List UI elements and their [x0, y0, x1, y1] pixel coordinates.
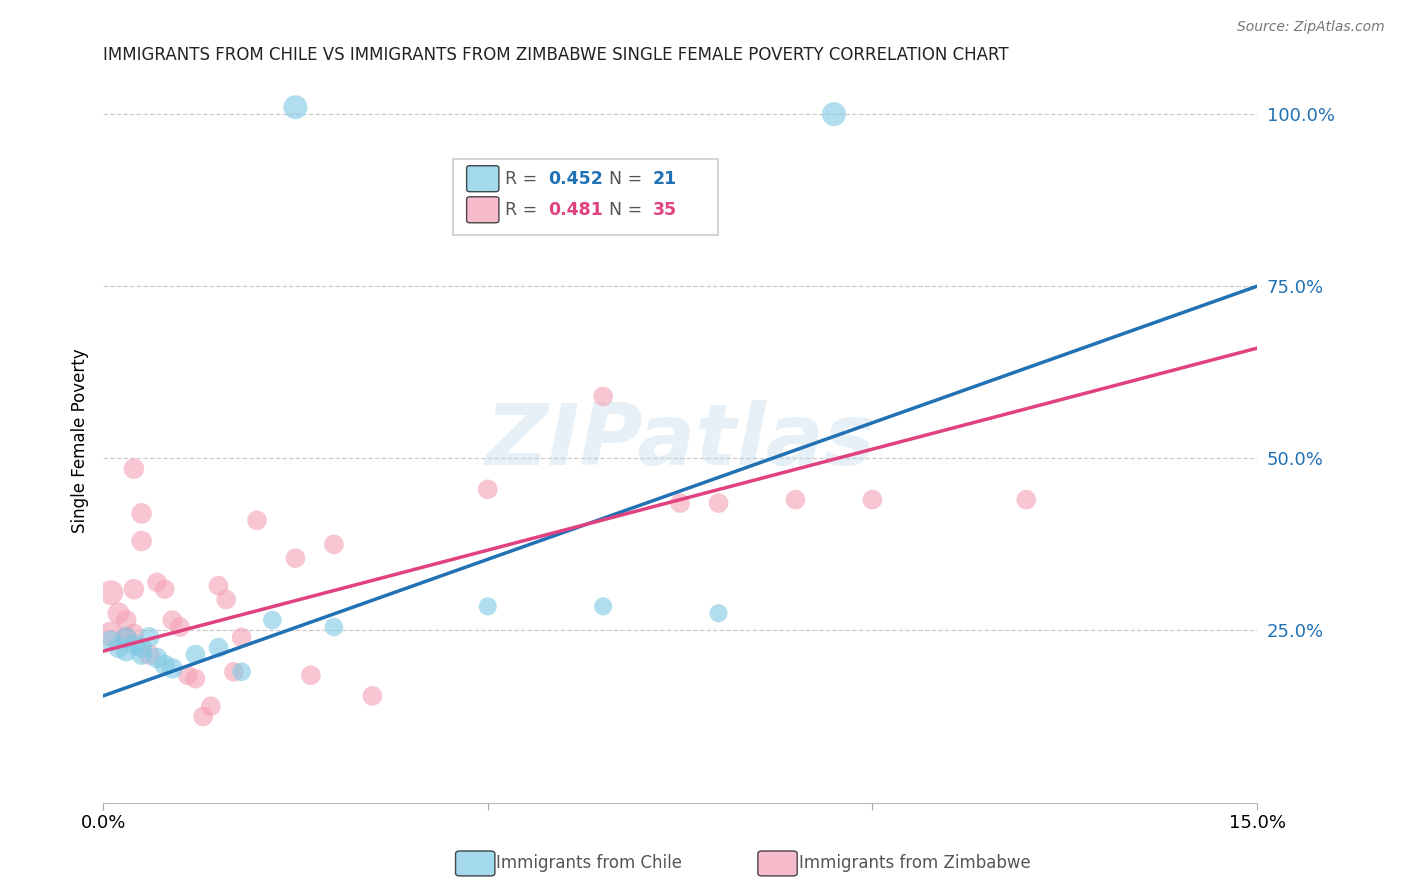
Point: [184, 648, 207, 662]
Point: [785, 492, 807, 507]
Text: 0.481: 0.481: [548, 201, 603, 219]
Point: [707, 607, 730, 621]
Point: [138, 648, 160, 662]
Point: [299, 668, 322, 682]
Point: [207, 640, 229, 655]
Point: [1015, 492, 1038, 507]
Text: Immigrants from Chile: Immigrants from Chile: [496, 854, 682, 871]
Point: [131, 640, 153, 655]
Text: 0.452: 0.452: [548, 169, 603, 187]
Point: [231, 631, 253, 645]
Point: [262, 613, 284, 627]
Point: [107, 640, 129, 655]
Point: [100, 633, 122, 648]
Text: 35: 35: [652, 201, 676, 219]
Point: [122, 627, 145, 641]
Point: [177, 668, 200, 682]
Text: N =: N =: [609, 201, 647, 219]
Point: [115, 644, 138, 658]
Point: [107, 607, 129, 621]
Text: ZIPatlas: ZIPatlas: [485, 400, 875, 483]
Y-axis label: Single Female Poverty: Single Female Poverty: [72, 349, 89, 533]
Text: Immigrants from Zimbabwe: Immigrants from Zimbabwe: [799, 854, 1031, 871]
Point: [138, 631, 160, 645]
Point: [122, 582, 145, 596]
Point: [361, 689, 384, 703]
Point: [222, 665, 245, 679]
Text: R =: R =: [505, 201, 543, 219]
Text: Source: ZipAtlas.com: Source: ZipAtlas.com: [1237, 20, 1385, 34]
Point: [322, 620, 344, 634]
Point: [115, 613, 138, 627]
Point: [162, 613, 184, 627]
Point: [100, 627, 122, 641]
Point: [131, 648, 153, 662]
FancyBboxPatch shape: [467, 197, 499, 223]
Point: [100, 585, 122, 599]
FancyBboxPatch shape: [453, 159, 718, 235]
Point: [115, 631, 138, 645]
Text: 21: 21: [652, 169, 676, 187]
Point: [131, 507, 153, 521]
Point: [200, 699, 222, 714]
Point: [146, 575, 169, 590]
Point: [162, 661, 184, 675]
Point: [153, 657, 176, 672]
Point: [322, 537, 344, 551]
Point: [231, 665, 253, 679]
Point: [823, 107, 845, 121]
Text: N =: N =: [609, 169, 647, 187]
Point: [477, 599, 499, 614]
Point: [215, 592, 238, 607]
Point: [246, 513, 269, 527]
Point: [153, 582, 176, 596]
Point: [184, 672, 207, 686]
Point: [284, 551, 307, 566]
Point: [592, 599, 614, 614]
Point: [191, 709, 214, 723]
Point: [284, 100, 307, 114]
Point: [592, 389, 614, 403]
Point: [707, 496, 730, 510]
Point: [115, 631, 138, 645]
Point: [146, 651, 169, 665]
Point: [477, 483, 499, 497]
Point: [860, 492, 883, 507]
Text: R =: R =: [505, 169, 543, 187]
Point: [669, 496, 692, 510]
Point: [122, 461, 145, 475]
FancyBboxPatch shape: [467, 166, 499, 192]
Text: IMMIGRANTS FROM CHILE VS IMMIGRANTS FROM ZIMBABWE SINGLE FEMALE POVERTY CORRELAT: IMMIGRANTS FROM CHILE VS IMMIGRANTS FROM…: [103, 46, 1008, 64]
Point: [169, 620, 191, 634]
Point: [122, 637, 145, 651]
Point: [207, 579, 229, 593]
Point: [131, 533, 153, 548]
